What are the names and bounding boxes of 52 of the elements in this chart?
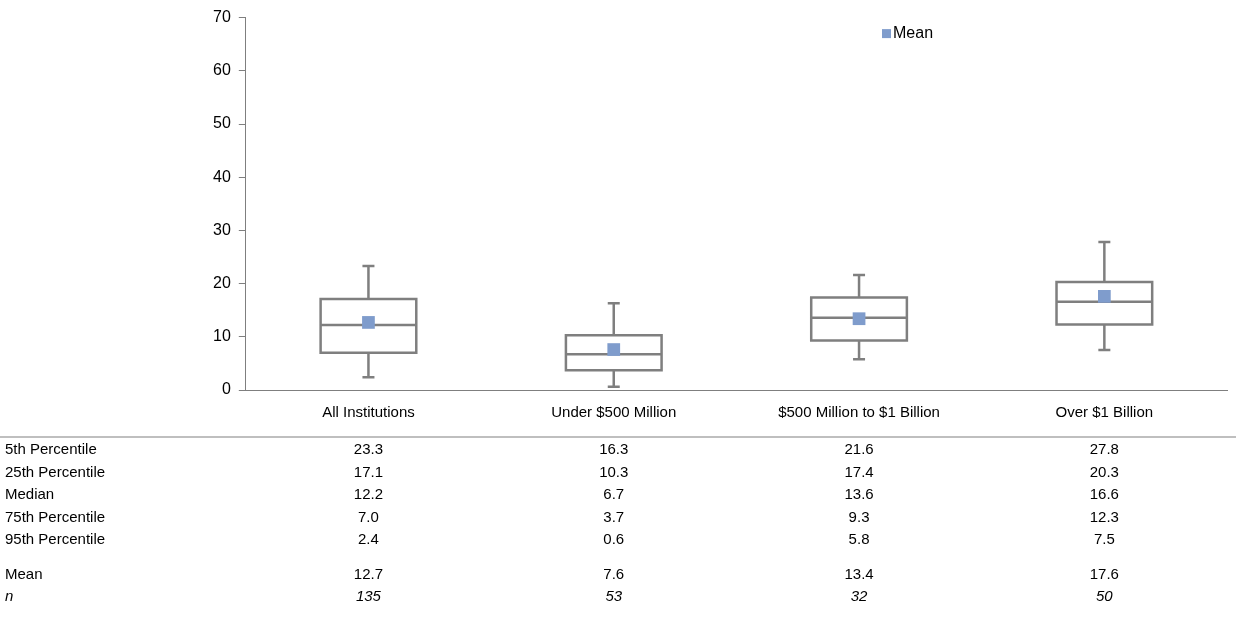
- legend-label: Mean: [893, 24, 934, 42]
- y-tick-label: 60: [213, 61, 231, 79]
- text: 2.4: [358, 530, 379, 547]
- y-tick-label: 0: [221, 380, 231, 398]
- data-label: 12.7: [353, 564, 384, 582]
- text: 25th Percentile: [5, 462, 106, 480]
- text: 7.0: [358, 507, 379, 525]
- text: 135: [355, 587, 381, 604]
- text: 3.7: [603, 507, 625, 525]
- y-tick-label: 10: [213, 327, 231, 345]
- data-label: 7.6: [603, 564, 625, 582]
- text: 23.3: [353, 440, 384, 457]
- text: 50: [1096, 587, 1113, 604]
- data-label: 13.4: [844, 564, 874, 582]
- text: 17.1: [353, 462, 384, 480]
- text: 17.4: [844, 462, 874, 480]
- y-tick-label: 30: [213, 220, 231, 238]
- text: 16.3: [599, 440, 629, 457]
- text: 21.6: [844, 440, 874, 457]
- text: 12.2: [353, 485, 384, 502]
- y-tick-label: 20: [213, 274, 231, 292]
- x-tick-label: $500 Million to $1 Billion: [778, 403, 940, 421]
- text: Median: [5, 485, 55, 502]
- text: 32: [850, 587, 868, 604]
- y-tick-label: 50: [213, 114, 231, 132]
- text: 13.6: [844, 485, 874, 502]
- text: 0.6: [603, 530, 625, 547]
- text: 20.3: [1089, 462, 1119, 480]
- text: 12.3: [1089, 507, 1119, 525]
- text: 5.8: [848, 530, 870, 547]
- point: [607, 343, 621, 356]
- text: Mean: [5, 564, 43, 582]
- point: [852, 312, 866, 326]
- x-tick-label: Over $1 Billion: [1055, 403, 1154, 421]
- x-tick-label: All Institutions: [322, 403, 415, 421]
- y-tick-label: 70: [213, 8, 231, 26]
- text: 5th Percentile: [5, 440, 97, 457]
- text: 53: [605, 587, 623, 604]
- text: 9.3: [848, 507, 870, 525]
- text: 6.7: [603, 485, 625, 502]
- text: 16.6: [1089, 485, 1119, 502]
- text: 10.3: [599, 462, 629, 480]
- point: [1097, 290, 1111, 303]
- point: [362, 316, 375, 329]
- x-tick-label: Under $500 Million: [551, 403, 677, 421]
- y-tick-label: 40: [213, 167, 231, 185]
- text: 27.8: [1089, 440, 1119, 457]
- data-label: 17.6: [1089, 564, 1119, 582]
- text: 75th Percentile: [5, 507, 106, 525]
- text: 95th Percentile: [5, 530, 106, 547]
- text: n: [5, 587, 14, 604]
- text: 7.5: [1093, 530, 1115, 547]
